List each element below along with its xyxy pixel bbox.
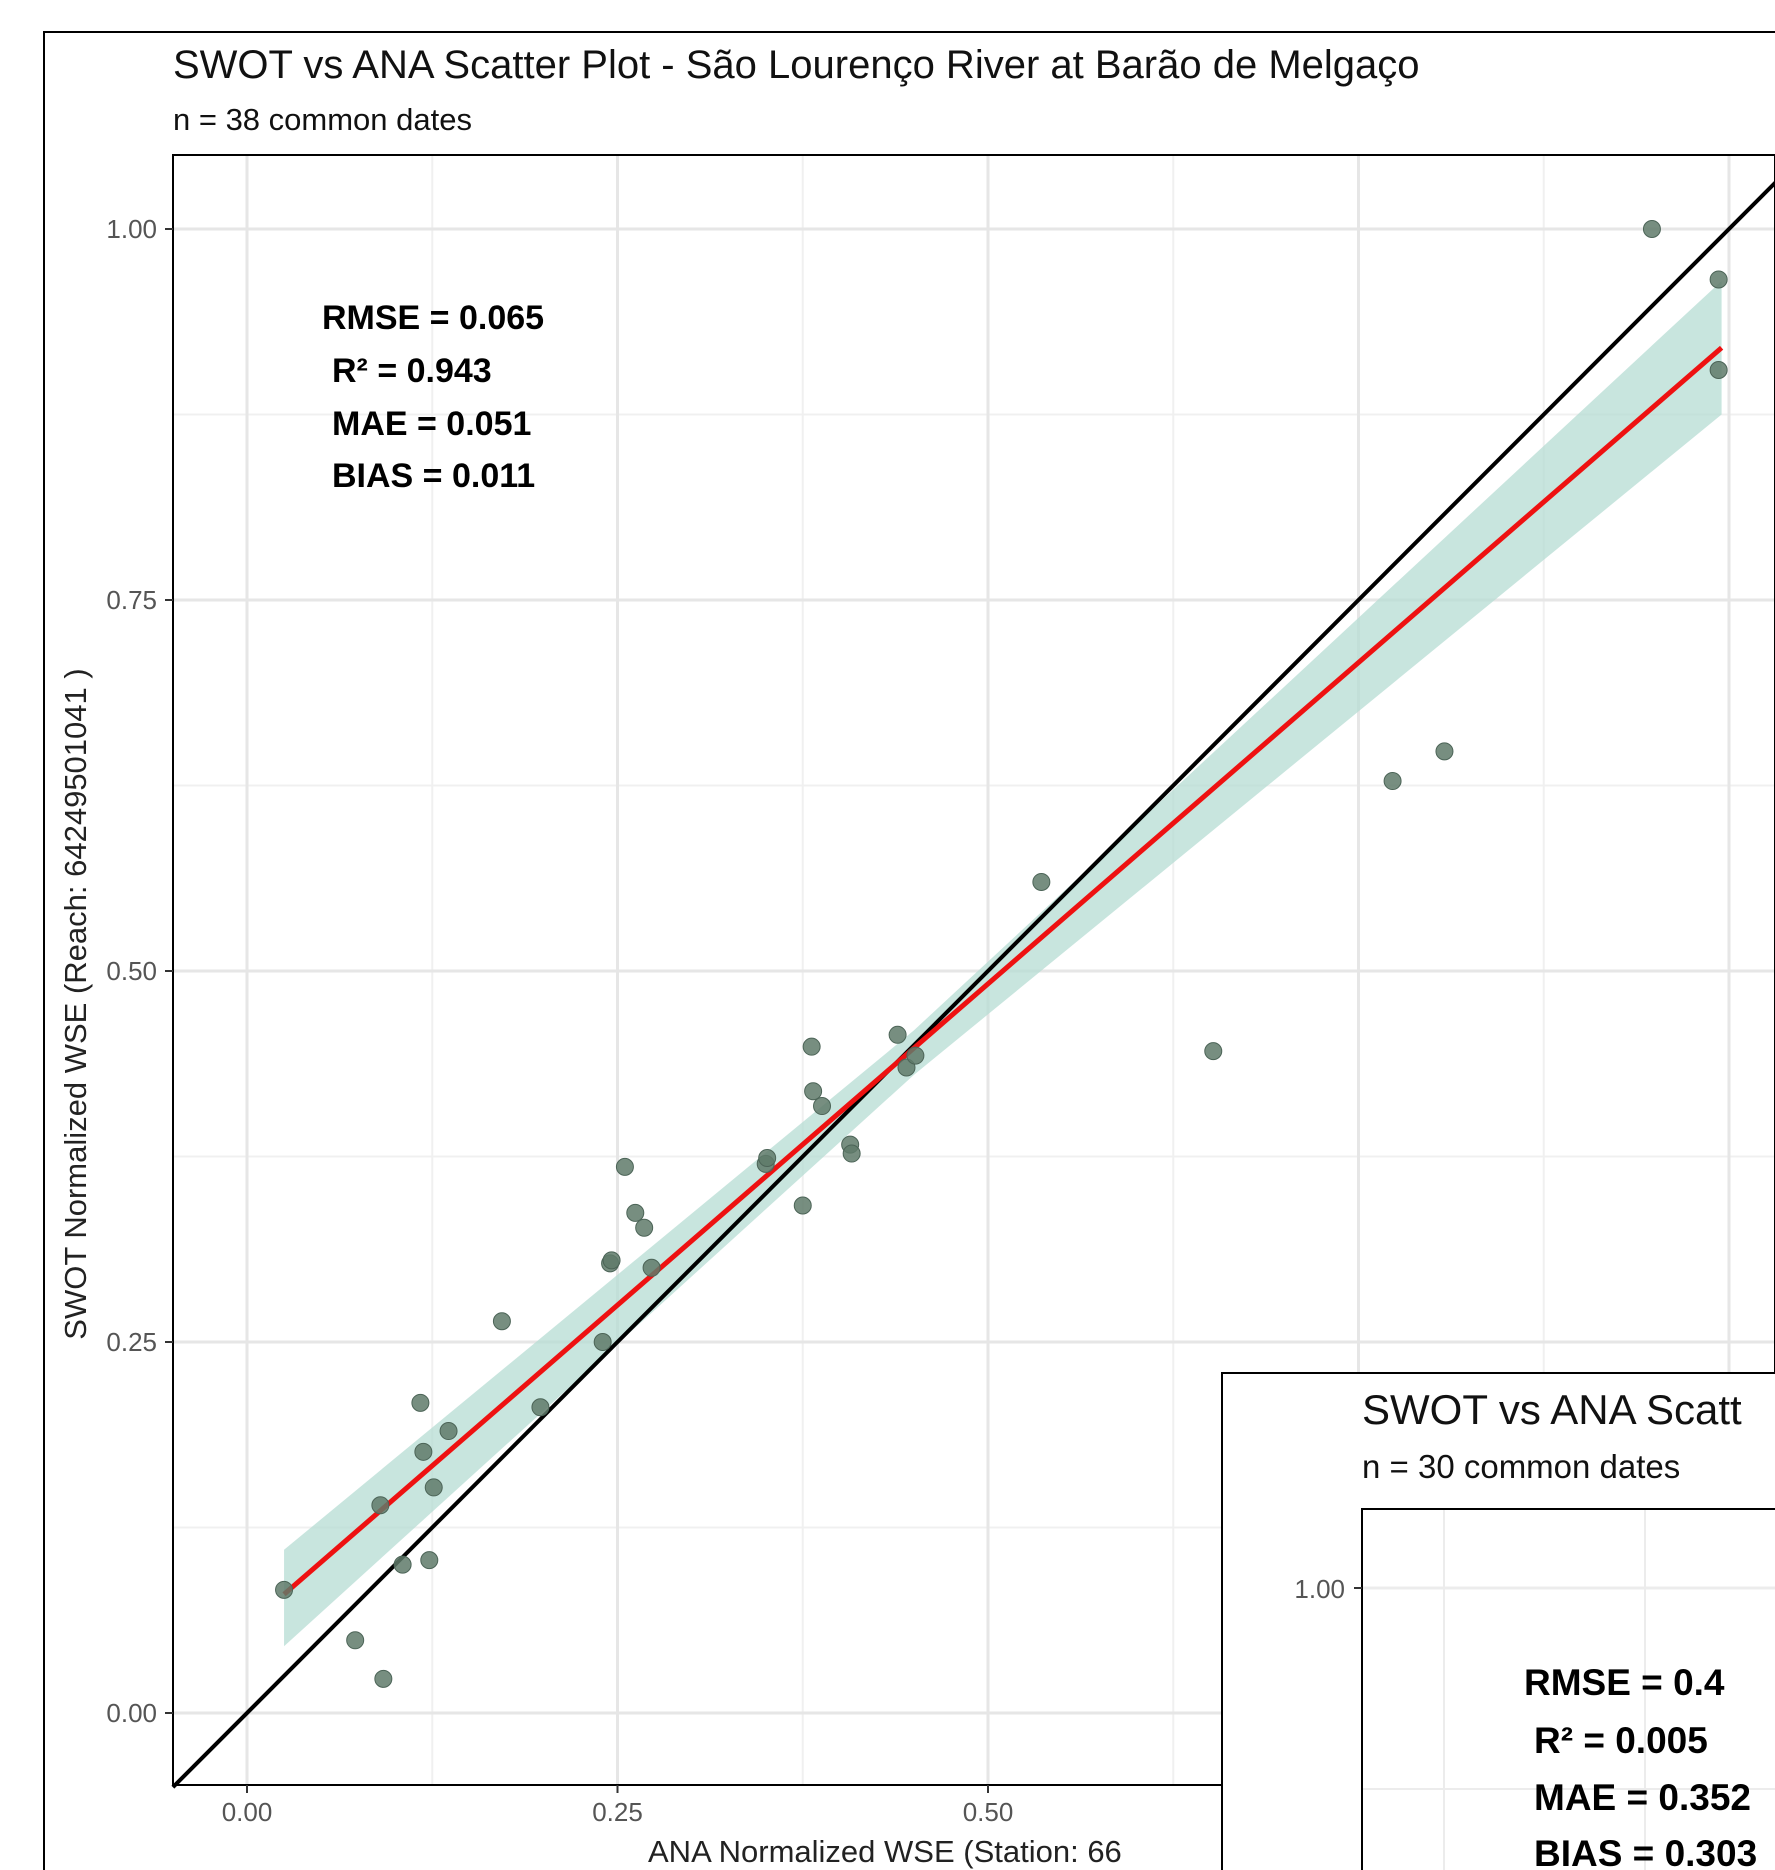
x-tick-label: 0.00 [222, 1797, 273, 1827]
chart-title: SWOT vs ANA Scatter Plot - São Lourenço … [173, 43, 1420, 87]
y-tick-label: 0.00 [106, 1698, 157, 1728]
y-tick-label: 0.75 [106, 585, 157, 615]
data-point [1709, 270, 1728, 289]
stat-mae: MAE = 0.051 [332, 405, 531, 443]
inset-stat-r2: R² = 0.005 [1534, 1720, 1708, 1761]
inset-stat-mae: MAE = 0.352 [1534, 1777, 1751, 1818]
data-point [346, 1631, 365, 1650]
x-tick-label: 0.25 [592, 1797, 643, 1827]
fit-line [282, 345, 1724, 1597]
stat-rmse: RMSE = 0.065 [322, 299, 544, 337]
figure-frame [43, 31, 1775, 1870]
data-point [602, 1251, 621, 1270]
stat-bias: BIAS = 0.011 [332, 457, 535, 495]
data-point [1642, 220, 1661, 238]
data-point [642, 1258, 661, 1277]
data-point [793, 1196, 812, 1215]
y-axis-ticks: 0.00 0.25 0.50 0.75 1.00 [106, 214, 173, 1728]
data-point [414, 1442, 433, 1461]
y-axis-label: SWOT Normalized WSE (Reach: 64249501041 … [58, 668, 93, 1339]
identity-line [171, 180, 1775, 1789]
stat-r2: R² = 0.943 [332, 352, 492, 390]
data-point [593, 1333, 612, 1351]
data-point [531, 1398, 550, 1417]
data-point [1032, 872, 1051, 891]
data-point [492, 1312, 511, 1331]
inset-chart: SWOT vs ANA Scatt n = 30 common dates 1.… [1221, 1372, 1775, 1870]
inset-plot-border [1361, 1508, 1775, 1870]
inset-stat-rmse: RMSE = 0.4 [1524, 1662, 1725, 1703]
y-tick-label: 0.25 [106, 1327, 157, 1357]
x-axis-ticks: 0.00 0.25 0.50 [222, 1785, 1014, 1827]
data-point [374, 1669, 393, 1688]
data-point [1709, 360, 1728, 379]
data-point [615, 1157, 634, 1176]
data-point [371, 1496, 390, 1515]
data-point [842, 1144, 861, 1163]
inset-title: SWOT vs ANA Scatt [1362, 1386, 1742, 1433]
inset-subtitle: n = 30 common dates [1362, 1448, 1680, 1485]
inset-stat-bias: BIAS = 0.303 [1534, 1833, 1757, 1870]
data-point [635, 1218, 654, 1237]
x-axis-label: ANA Normalized WSE (Station: 66 [648, 1834, 1122, 1869]
data-point [888, 1025, 907, 1044]
data-point [1435, 742, 1454, 761]
y-tick-label: 1.00 [106, 214, 157, 244]
data-point [439, 1422, 458, 1441]
data-point [906, 1046, 925, 1065]
data-point [275, 1580, 294, 1599]
data-point [393, 1555, 412, 1574]
chart-subtitle: n = 38 common dates [173, 102, 472, 137]
data-point [1383, 772, 1402, 791]
data-point [411, 1393, 430, 1412]
data-point [626, 1203, 645, 1222]
data-point [813, 1097, 832, 1116]
data-point [1204, 1042, 1223, 1061]
data-point [420, 1551, 439, 1570]
y-tick-label: 0.50 [106, 956, 157, 986]
inset-y-tick-label: 1.00 [1294, 1574, 1345, 1604]
data-point [802, 1037, 821, 1056]
data-point [804, 1082, 823, 1101]
data-point [758, 1148, 777, 1167]
confidence-band [284, 280, 1722, 1647]
x-tick-label: 0.50 [963, 1797, 1014, 1827]
data-point [424, 1478, 443, 1497]
stats-block: RMSE = 0.065 R² = 0.943 MAE = 0.051 BIAS… [322, 299, 544, 495]
data-points [275, 220, 1728, 1688]
